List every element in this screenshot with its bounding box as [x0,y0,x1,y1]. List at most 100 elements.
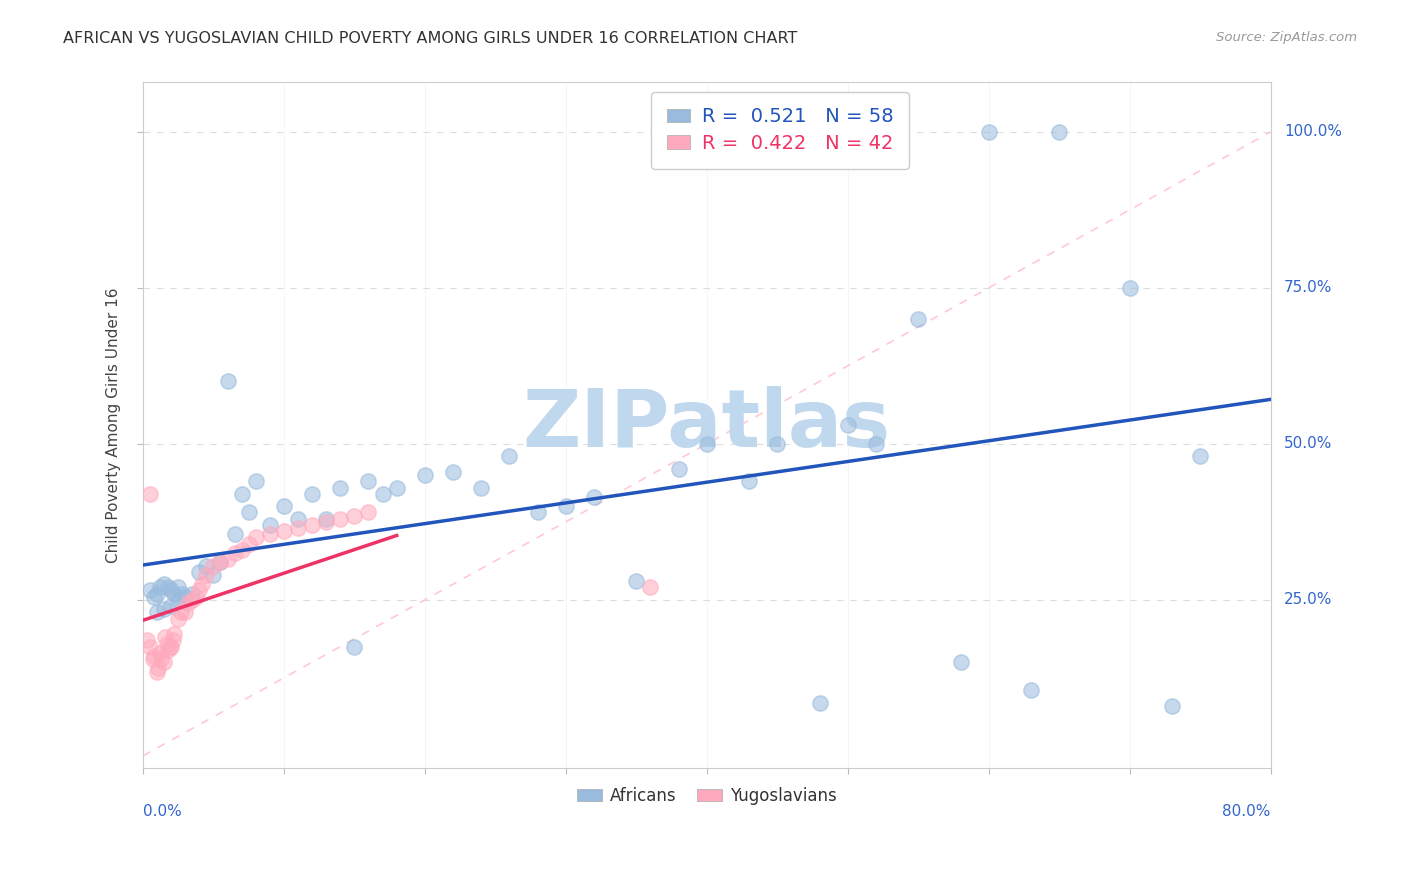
Point [696,437,718,451]
Point [329,512,352,526]
Point [160,583,183,598]
Text: 25.0%: 25.0% [1284,592,1333,607]
Point [259,527,281,541]
Point [231,542,253,557]
Point [174,590,197,604]
Point [329,481,352,495]
Point [371,487,394,501]
Point [195,558,218,573]
Point [156,636,179,650]
Point [273,524,295,538]
Point [238,536,260,550]
Point [146,665,169,679]
Point [357,506,380,520]
Y-axis label: Child Poverty Among Girls Under 16: Child Poverty Among Girls Under 16 [107,287,121,563]
Text: ZIPatlas: ZIPatlas [523,386,891,464]
Point [245,475,267,489]
Point [150,652,173,666]
Point [224,546,246,560]
Point [273,500,295,514]
Point [1119,281,1142,295]
Text: 75.0%: 75.0% [1284,280,1333,295]
Point [287,521,309,535]
Point [153,577,176,591]
Point [217,552,239,566]
Point [157,580,180,594]
Point [202,558,225,573]
Point [738,475,761,489]
Point [143,590,166,604]
Text: 0.0%: 0.0% [143,804,181,819]
Point [159,640,181,654]
Point [315,515,337,529]
Point [186,590,208,604]
Point [217,375,239,389]
Point [202,567,225,582]
Point [231,487,253,501]
Text: Source: ZipAtlas.com: Source: ZipAtlas.com [1216,31,1357,45]
Point [139,640,162,654]
Point [181,586,204,600]
Point [162,633,184,648]
Point [808,696,831,710]
Point [343,640,366,654]
Point [259,518,281,533]
Point [470,481,492,495]
Point [139,583,162,598]
Point [163,586,186,600]
Point [172,586,194,600]
Point [139,487,162,501]
Point [357,475,380,489]
Point [626,574,648,588]
Point [315,512,337,526]
Point [142,652,165,666]
Text: 100.0%: 100.0% [1284,124,1343,139]
Point [949,655,972,669]
Point [191,577,214,591]
Point [188,565,211,579]
Point [181,592,204,607]
Point [146,586,169,600]
Point [238,506,260,520]
Point [143,648,166,663]
Point [766,437,789,451]
Point [167,580,190,594]
Point [177,596,200,610]
Point [301,487,323,501]
Point [188,583,211,598]
Point [907,312,929,326]
Point [1047,125,1070,139]
Point [155,630,177,644]
Point [1019,683,1042,698]
Point [153,655,176,669]
Point [209,555,232,569]
Text: AFRICAN VS YUGOSLAVIAN CHILD POVERTY AMONG GIRLS UNDER 16 CORRELATION CHART: AFRICAN VS YUGOSLAVIAN CHILD POVERTY AMO… [63,31,797,46]
Point [163,627,186,641]
Point [554,500,576,514]
Point [385,481,408,495]
Point [146,605,169,619]
Point [149,646,172,660]
Point [245,530,267,544]
Point [148,661,170,675]
Point [174,605,197,619]
Point [167,592,190,607]
Point [498,450,520,464]
Point [195,567,218,582]
Point [153,602,176,616]
Point [157,642,180,657]
Text: 50.0%: 50.0% [1284,436,1333,451]
Point [224,527,246,541]
Point [149,580,172,594]
Point [160,599,183,613]
Point [209,555,232,569]
Point [301,518,323,533]
Point [413,468,436,483]
Point [343,508,366,523]
Point [640,580,662,594]
Legend: Africans, Yugoslavians: Africans, Yugoslavians [569,780,844,812]
Point [136,633,159,648]
Point [837,418,859,433]
Point [583,490,606,504]
Point [441,465,464,479]
